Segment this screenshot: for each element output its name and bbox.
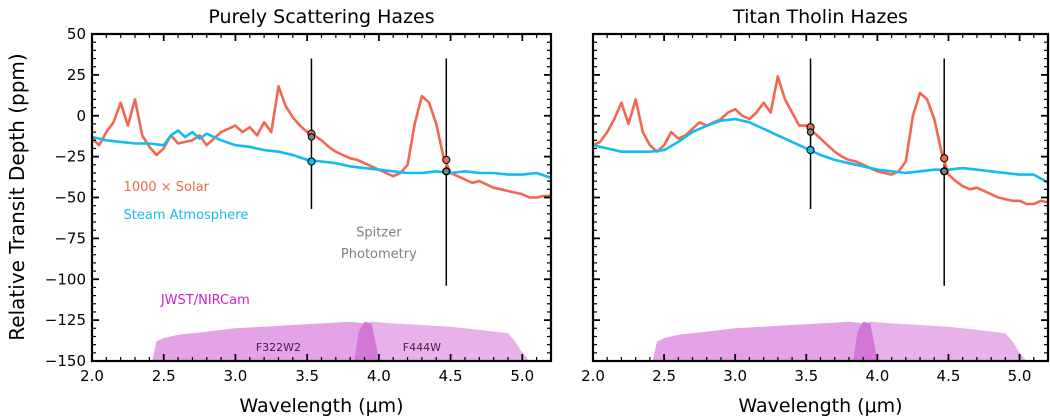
y-tick-label: −25 [54, 148, 86, 166]
x-axis-label: Wavelength (μm) [738, 395, 902, 417]
y-tick-label: −50 [54, 189, 86, 207]
filter-label-f322w2: F322W2 [256, 341, 301, 354]
axes-frame [591, 32, 1050, 363]
x-tick-label: 2.0 [80, 367, 104, 385]
y-tick-label: −125 [45, 311, 86, 329]
panel-purely-scattering: 2.0 2.5 3.0 3.5 4.0 4.5 5.0 −150 −125 −100 −75 −50 −… [45, 6, 553, 417]
x-tick-label: 5.0 [510, 367, 534, 385]
x-tick-label: 2.5 [652, 367, 676, 385]
spitzer-label-line2: Photometry [341, 247, 417, 262]
y-tick-label: 25 [67, 66, 86, 84]
filter-f444w [354, 321, 530, 361]
plot-area [593, 58, 1048, 361]
legend-solar-label: 1000 × Solar [124, 180, 210, 195]
spitzer-label-line1: Spitzer [356, 226, 402, 241]
plot-area [92, 58, 551, 361]
steam-marker-1 [307, 157, 316, 166]
steam-line [593, 117, 1048, 184]
solar-line [593, 75, 1048, 206]
solar-marker-2 [940, 154, 949, 163]
y-tick-label: −150 [45, 352, 86, 370]
filter-overlap [354, 321, 379, 361]
figure-y-axis-label: Relative Transit Depth (ppm) [5, 53, 29, 340]
x-tick-label: 4.0 [865, 367, 889, 385]
x-axis-label: Wavelength (μm) [239, 395, 403, 417]
spitzer-marker-1 [307, 133, 316, 141]
axes-frame [90, 32, 553, 363]
panel-title: Purely Scattering Hazes [208, 6, 434, 28]
x-tick-label: 3.0 [224, 367, 248, 385]
steam-line [92, 129, 551, 180]
spitzer-marker-1 [806, 128, 815, 136]
panel-titan-tholin: 2.0 2.5 3.0 3.5 4.0 4.5 5.0 Titan Tholin Hazes W… [581, 6, 1050, 417]
spitzer-marker-2 [940, 167, 948, 176]
spitzer-marker-2 [442, 167, 450, 176]
x-tick-label: 5.0 [1008, 367, 1032, 385]
steam-marker-1 [806, 145, 815, 155]
x-tick-label: 2.5 [152, 367, 176, 385]
x-tick-label: 3.0 [723, 367, 747, 385]
filter-f444w [853, 321, 1027, 361]
y-tick-label: 50 [67, 25, 86, 43]
x-tick-label: 4.5 [937, 367, 961, 385]
legend-steam-label: Steam Atmosphere [124, 208, 249, 223]
y-tick-label: −75 [54, 229, 86, 247]
panel-title: Titan Tholin Hazes [732, 6, 908, 28]
x-tick-label: 3.5 [794, 367, 818, 385]
filter-overlap [853, 321, 878, 361]
nircam-label: JWST/NIRCam [160, 293, 250, 308]
filter-f322w2 [152, 321, 379, 361]
y-tick-label: −100 [45, 270, 86, 288]
x-tick-label: 4.0 [367, 367, 391, 385]
x-tick-label: 4.5 [439, 367, 463, 385]
filter-label-f444w: F444W [403, 341, 441, 354]
filter-f322w2 [652, 321, 878, 361]
x-tick-label: 3.5 [295, 367, 319, 385]
y-tick-label: 0 [76, 107, 86, 125]
solar-marker-2 [442, 155, 451, 164]
x-tick-label: 2.0 [581, 367, 605, 385]
